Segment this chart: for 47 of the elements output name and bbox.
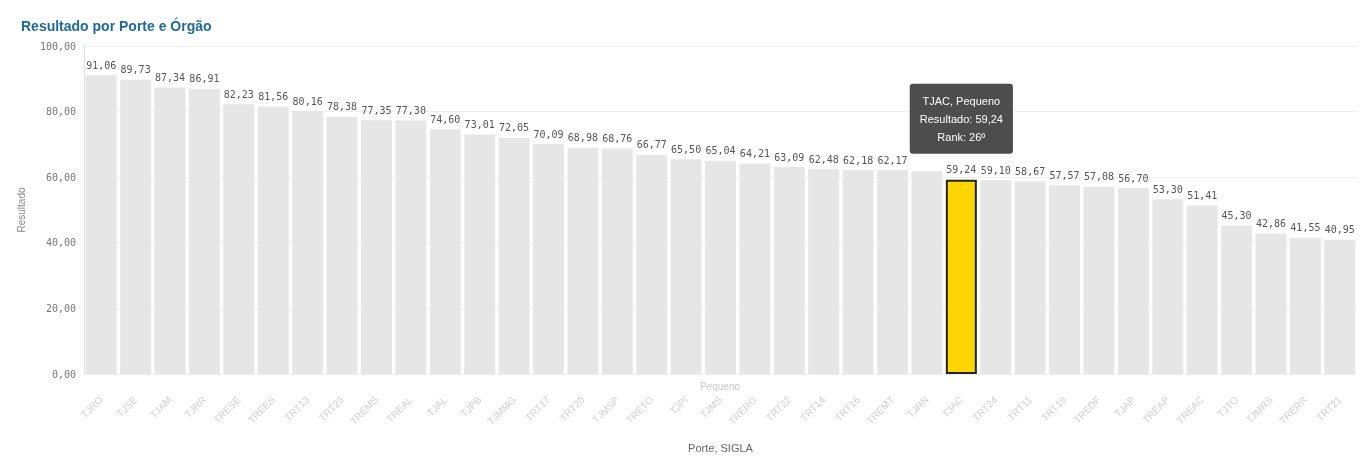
y-tick-label: 60,00	[45, 171, 76, 183]
annotation: TJAC, Pequeno Resultado: 59,24 Rank: 26º	[919, 94, 1003, 143]
data-label: 82,23	[223, 88, 254, 100]
data-label: 87,34	[154, 72, 186, 84]
data-label: 45,30	[1221, 209, 1252, 221]
y-tick-label: 0,00	[51, 368, 76, 380]
y-tick-label: 20,00	[45, 302, 76, 314]
data-label: 62,17	[877, 154, 908, 166]
chart-title: Resultado por Porte e Órgão	[21, 17, 212, 34]
data-label: 59,10	[980, 164, 1011, 176]
data-label: 65,50	[671, 143, 702, 155]
data-label: 42,86	[1255, 217, 1287, 229]
data-label: 68,98	[567, 132, 598, 144]
x-axis-title: Porte, SIGLA	[688, 441, 754, 454]
bar	[945, 179, 977, 374]
data-label: 62,48	[808, 153, 839, 165]
data-label: 64,21	[739, 147, 770, 159]
data-label: 65,04	[705, 145, 736, 157]
data-label: 63,09	[774, 151, 805, 163]
data-label: 80,16	[292, 95, 323, 107]
data-label: 57,08	[1083, 171, 1115, 183]
y-axis-title: Resultado	[15, 187, 27, 233]
data-label: 81,56	[258, 90, 289, 102]
data-label: 77,35	[361, 104, 392, 116]
data-label: 68,76	[602, 132, 633, 144]
data-label: 62,18	[843, 154, 874, 166]
data-label: 40,95	[1324, 224, 1355, 236]
data-label: 73,01	[464, 119, 495, 131]
data-label: 41,55	[1290, 222, 1321, 234]
data-label: 91,06	[86, 59, 117, 71]
data-label: 58,67	[1015, 166, 1046, 178]
data-label: 53,30	[1152, 183, 1183, 195]
data-label: 66,77	[636, 139, 667, 151]
y-tick-label: 40,00	[45, 237, 76, 249]
y-tick-label: 80,00	[45, 106, 76, 118]
data-label: 70,09	[533, 128, 564, 140]
data-label: 78,38	[326, 101, 358, 113]
data-label: 56,70	[1118, 172, 1149, 184]
data-label: 72,05	[499, 122, 530, 134]
data-label: 86,91	[189, 73, 220, 85]
data-label: 74,60	[430, 113, 461, 125]
data-label: 57,57	[1049, 169, 1080, 181]
y-tick-label: 100,00	[39, 40, 76, 52]
data-label: 89,73	[120, 64, 151, 76]
data-label: 77,30	[395, 104, 426, 116]
data-label: 59,24	[946, 164, 977, 176]
data-label: 51,41	[1187, 189, 1218, 201]
